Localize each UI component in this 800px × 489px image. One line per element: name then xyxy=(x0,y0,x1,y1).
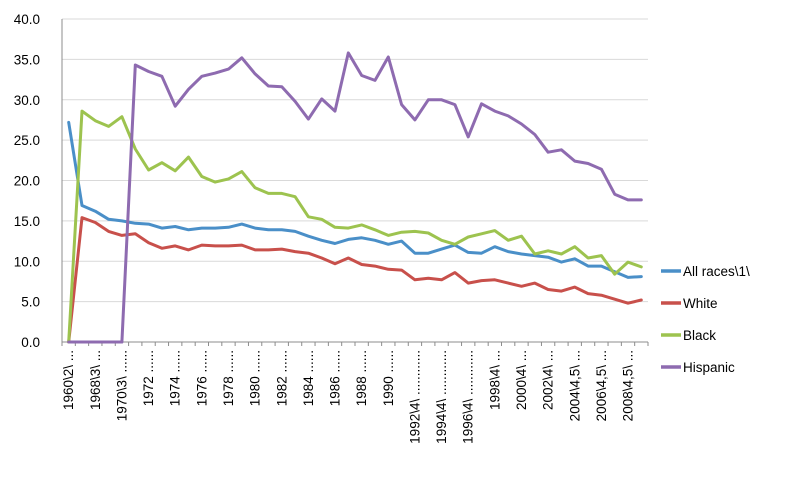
legend-label: White xyxy=(683,296,718,311)
x-tick-label: 1960\2\ ... xyxy=(61,350,76,410)
x-tick-label: 2006\4,5\ ... xyxy=(594,350,609,421)
y-tick-label: 30.0 xyxy=(14,93,40,108)
x-tick-label: 2000\4\ ... xyxy=(514,350,529,410)
x-tick-label: 1994\4\ ............ xyxy=(434,350,449,444)
x-tick-label: 1992\4\ ............ xyxy=(407,350,422,444)
series-line-2 xyxy=(67,109,643,344)
y-axis: 0.0 5.0 10.0 15.0 20.0 25.0 30.0 35.0 40.0 xyxy=(14,12,63,350)
x-tick-label: 2002\4\ ... xyxy=(541,350,556,410)
y-tick-label: 15.0 xyxy=(14,214,40,229)
x-tick-label: 2008\4,5\ ... xyxy=(621,350,636,421)
x-tick-label: 1990 ...... xyxy=(381,350,396,406)
gridlines xyxy=(62,18,648,303)
x-tick-label: 1986 ...... xyxy=(328,350,343,406)
x-tick-label: 1974 ...... xyxy=(168,350,183,406)
legend-label: Black xyxy=(683,328,716,343)
series-line-1 xyxy=(67,216,643,344)
x-tick-label: 1998\4\ ... xyxy=(487,350,502,410)
y-tick-label: 20.0 xyxy=(14,174,40,189)
x-tick-label: 1978 ...... xyxy=(221,350,236,406)
x-tick-label: 2004\4,5\ ... xyxy=(567,350,582,421)
x-tick-label: 1988 ...... xyxy=(354,350,369,406)
x-tick-label: 1968\3\ ... xyxy=(88,350,103,410)
series-line-3 xyxy=(67,51,643,344)
x-tick-label: 1982 ...... xyxy=(274,350,289,406)
x-tick-label: 1984 ...... xyxy=(301,350,316,406)
y-tick-label: 25.0 xyxy=(14,133,40,148)
x-tick-label: 1980 ...... xyxy=(248,350,263,406)
x-tick-label: 1996\4\ ............ xyxy=(461,350,476,444)
x-tick-label: 1970\3\ ...... xyxy=(114,350,129,421)
x-tick-label: 1976 ...... xyxy=(194,350,209,406)
series-line-0 xyxy=(67,120,643,279)
legend: All races\1\ White Black Hispanic xyxy=(661,264,750,375)
x-axis: 1960\2\ ... 1968\3\ ... 1970\3\ ...... 1972… xyxy=(61,341,649,444)
y-tick-label: 10.0 xyxy=(14,254,40,269)
y-tick-label: 0.0 xyxy=(21,335,40,350)
y-tick-label: 40.0 xyxy=(14,12,40,27)
series-lines xyxy=(67,51,643,344)
y-tick-label: 35.0 xyxy=(14,52,40,67)
legend-label: Hispanic xyxy=(683,360,735,375)
legend-label: All races\1\ xyxy=(683,264,750,279)
y-tick-label: 5.0 xyxy=(21,295,40,310)
x-tick-label: 1972 ...... xyxy=(141,350,156,406)
